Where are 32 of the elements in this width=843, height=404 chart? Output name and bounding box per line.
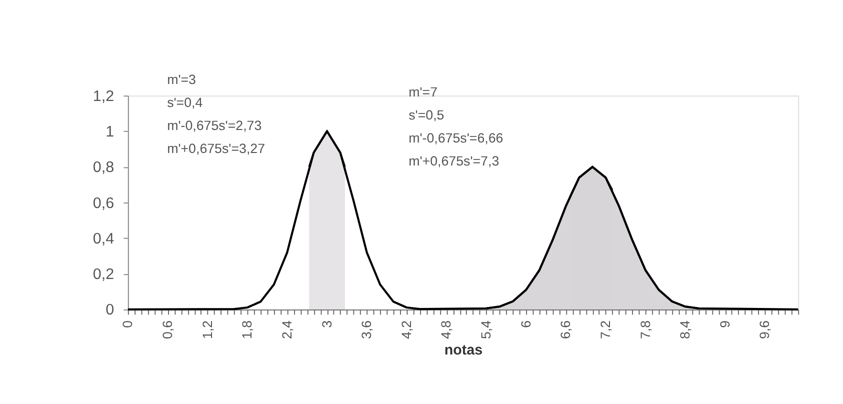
x-tick-label: 3 — [319, 320, 334, 328]
x-tick-label: 3,6 — [359, 320, 374, 340]
x-tick-label: 8,4 — [678, 320, 693, 340]
annotation: m'-0,675s'=2,73 — [167, 118, 262, 133]
x-tick-label: 5,4 — [478, 320, 494, 340]
x-tick-label: 9 — [717, 320, 732, 328]
y-tick-label: 0,6 — [92, 194, 114, 212]
y-tick-label: 0,4 — [92, 230, 115, 248]
x-tick-label: 4,2 — [398, 320, 414, 340]
x-tick-label: 4,8 — [438, 320, 454, 340]
text: m'=3 — [167, 72, 196, 88]
x-axis-title: notas — [444, 342, 483, 358]
annotation: m'+0,675s'=3,27 — [167, 140, 266, 156]
x-tick-label: 2,4 — [279, 320, 294, 340]
annotation: m'-0,675s'=6,66 — [408, 130, 504, 146]
y-tick-label: 1,2 — [92, 88, 114, 105]
x-tick-label: 7,8 — [638, 320, 653, 340]
y-tick-label: 0,8 — [92, 159, 114, 176]
y-tick-label: 1 — [106, 123, 114, 140]
x-tick-label: 0,6 — [160, 320, 176, 340]
x-tick-label: 1,2 — [200, 320, 215, 340]
x-tick-label: 9,6 — [757, 320, 772, 340]
annotation: m'=7 — [408, 84, 438, 100]
y-tick-label: 0,2 — [92, 266, 114, 284]
annotation: s'=0,5 — [408, 107, 444, 122]
x-tick-label: 0 — [120, 320, 136, 328]
x-tick-label: 6 — [518, 320, 534, 328]
annotation: m'+0,675s'=7,3 — [408, 153, 500, 168]
x-tick-label: 7,2 — [598, 320, 613, 340]
annotation: s'=0,4 — [167, 95, 204, 110]
x-tick-label: 6,6 — [558, 320, 574, 340]
x-tick-label: 1,8 — [240, 320, 255, 340]
